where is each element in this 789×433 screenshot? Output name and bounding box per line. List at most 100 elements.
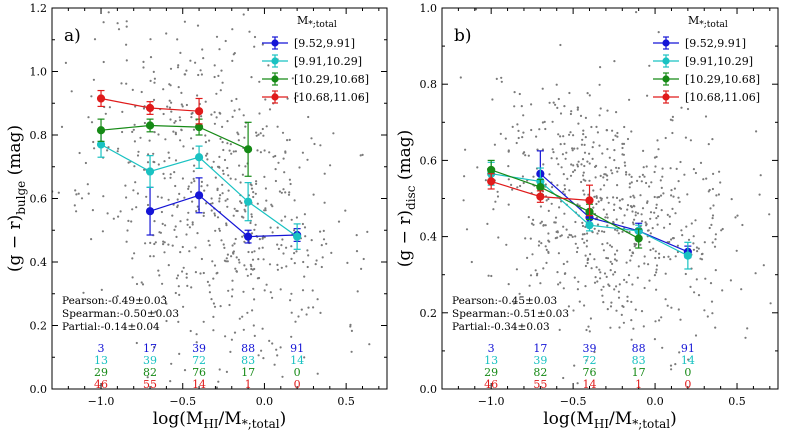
scatter-point xyxy=(583,233,586,236)
scatter-point xyxy=(174,184,177,188)
x-axis-label: log(MHI/M*;total) xyxy=(153,409,287,431)
scatter-point xyxy=(543,120,546,123)
scatter-point xyxy=(606,242,609,245)
scatter-point xyxy=(659,194,663,197)
scatter-point xyxy=(288,138,291,141)
scatter-point xyxy=(220,239,223,242)
scatter-point xyxy=(226,205,229,208)
scatter-point xyxy=(558,206,561,209)
scatter-point xyxy=(628,249,632,252)
scatter-point xyxy=(284,191,287,194)
scatter-point xyxy=(604,173,607,176)
scatter-point xyxy=(229,350,232,353)
scatter-point xyxy=(606,308,609,311)
scatter-point xyxy=(524,154,527,157)
scatter-point xyxy=(741,223,744,227)
scatter-point xyxy=(513,91,516,94)
scatter-point xyxy=(712,172,715,175)
scatter-point xyxy=(262,134,265,137)
scatter-point xyxy=(599,66,602,69)
scatter-point xyxy=(139,136,142,139)
scatter-point xyxy=(598,83,601,86)
y-tick-label: 0.2 xyxy=(420,307,438,320)
scatter-point xyxy=(648,185,651,188)
scatter-point xyxy=(256,149,259,152)
scatter-point xyxy=(148,139,151,142)
scatter-point xyxy=(241,315,244,318)
scatter-point xyxy=(631,210,634,213)
scatter-point xyxy=(637,265,640,268)
scatter-point xyxy=(588,152,591,155)
scatter-point xyxy=(183,369,187,372)
scatter-point xyxy=(290,245,293,248)
scatter-point xyxy=(674,212,677,215)
scatter-point xyxy=(674,255,677,258)
scatter-point xyxy=(594,165,597,168)
scatter-point xyxy=(176,66,180,69)
scatter-point xyxy=(153,346,156,349)
scatter-point xyxy=(182,145,185,148)
scatter-point xyxy=(598,268,601,271)
scatter-point xyxy=(610,245,614,248)
scatter-point xyxy=(162,172,165,175)
scatter-point xyxy=(241,173,244,176)
scatter-point xyxy=(169,118,172,121)
scatter-point xyxy=(218,229,221,232)
scatter-point xyxy=(288,178,291,181)
scatter-point xyxy=(282,188,285,191)
scatter-point xyxy=(238,261,241,264)
scatter-point xyxy=(542,267,545,270)
scatter-point xyxy=(556,271,559,274)
scatter-point xyxy=(547,209,550,212)
x-tick-label: −1.0 xyxy=(88,395,115,408)
scatter-point xyxy=(552,101,555,104)
scatter-point xyxy=(557,283,560,286)
scatter-point xyxy=(153,81,156,84)
scatter-point xyxy=(235,256,238,259)
scatter-point xyxy=(360,267,363,270)
scatter-point xyxy=(202,211,205,214)
scatter-point xyxy=(254,223,257,226)
scatter-point xyxy=(192,128,196,131)
x-tick-label: −0.5 xyxy=(169,395,196,408)
scatter-point xyxy=(244,125,247,128)
scatter-point xyxy=(576,382,579,385)
legend-entry: [10.68,11.06] xyxy=(294,91,369,104)
scatter-point xyxy=(660,209,663,212)
scatter-point xyxy=(617,167,620,170)
scatter-point xyxy=(623,214,626,217)
scatter-point xyxy=(656,196,659,199)
scatter-point xyxy=(573,169,577,172)
scatter-point xyxy=(116,22,119,25)
scatter-point xyxy=(587,325,590,328)
scatter-point xyxy=(593,227,596,230)
scatter-point xyxy=(250,265,253,268)
scatter-point xyxy=(268,263,272,266)
scatter-point xyxy=(284,150,287,153)
legend-marker xyxy=(662,57,670,65)
scatter-point xyxy=(586,258,589,262)
scatter-point xyxy=(687,358,690,361)
scatter-point xyxy=(225,257,228,260)
scatter-point xyxy=(231,288,234,291)
scatter-point xyxy=(593,195,596,198)
scatter-point xyxy=(651,227,654,230)
scatter-point xyxy=(193,164,196,167)
scatter-point xyxy=(181,245,184,249)
scatter-point xyxy=(595,196,598,199)
scatter-point xyxy=(251,251,254,254)
scatter-point xyxy=(566,177,569,180)
scatter-point xyxy=(177,64,180,67)
scatter-point xyxy=(219,194,222,197)
scatter-point xyxy=(268,108,272,111)
scatter-point xyxy=(282,252,285,255)
x-tick-label: 0.0 xyxy=(646,395,664,408)
scatter-point xyxy=(617,296,621,299)
count-label: 46 xyxy=(94,378,108,391)
scatter-point xyxy=(357,76,361,79)
scatter-point xyxy=(661,167,664,170)
scatter-point xyxy=(605,129,609,132)
scatter-point xyxy=(271,205,274,208)
scatter-point xyxy=(208,244,211,247)
scatter-point xyxy=(221,169,225,172)
